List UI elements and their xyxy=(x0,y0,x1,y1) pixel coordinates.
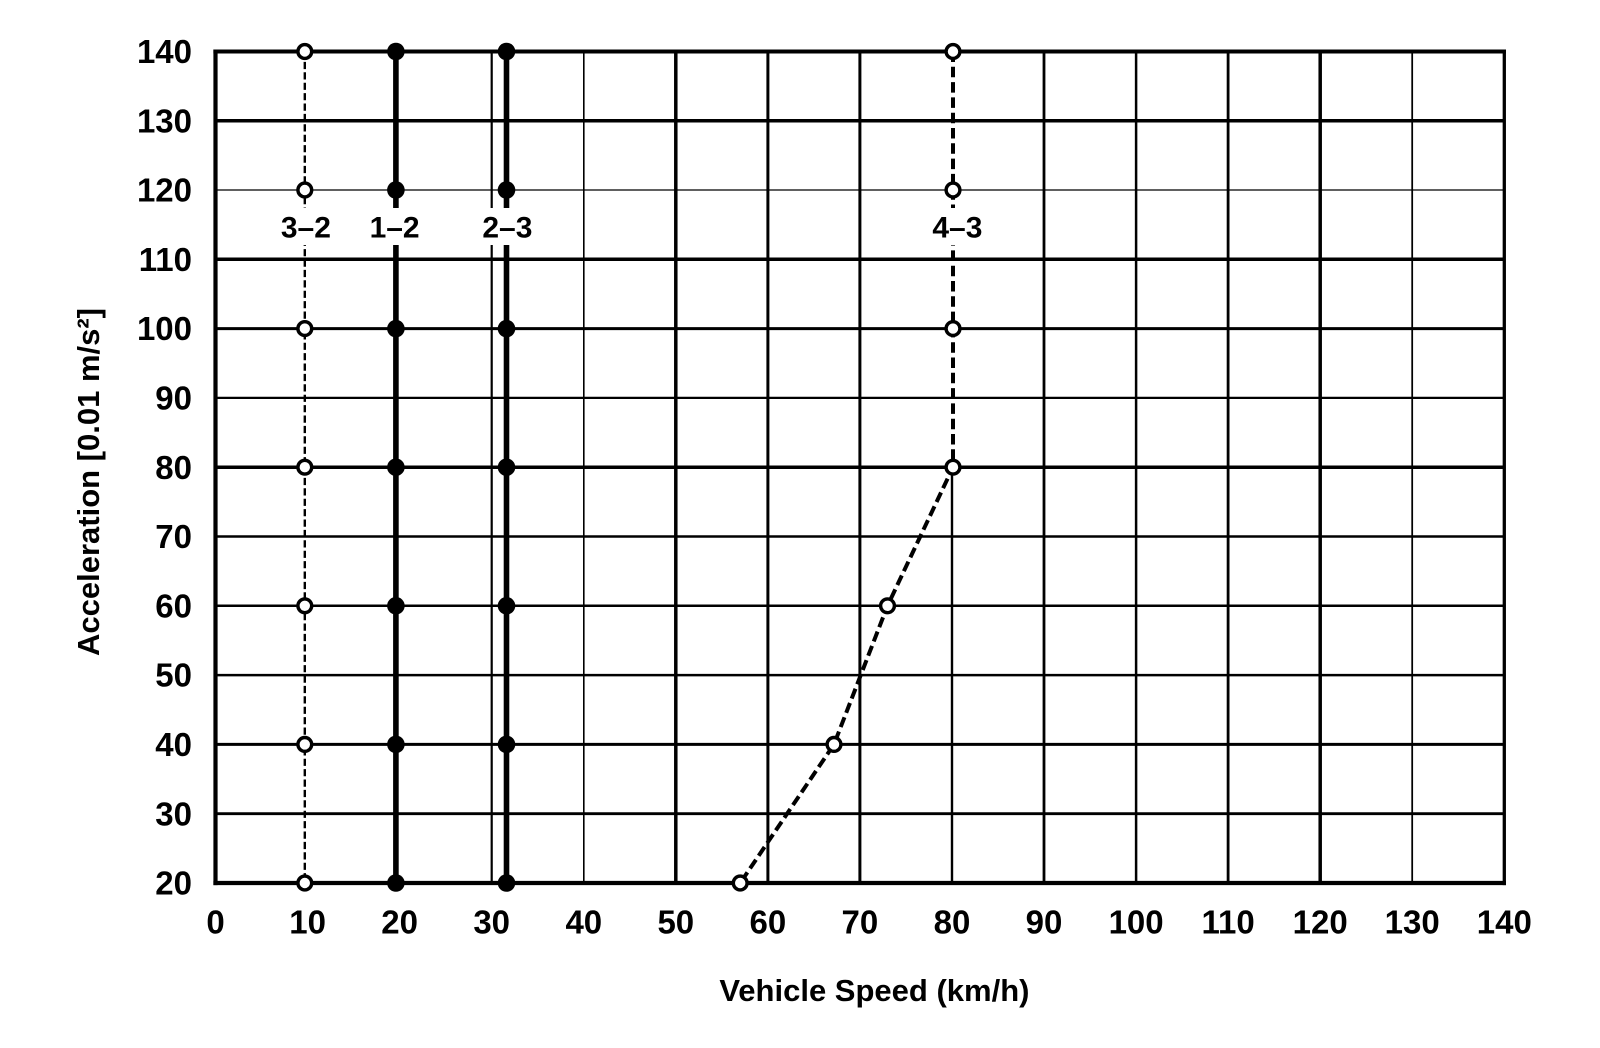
svg-text:30: 30 xyxy=(155,795,192,832)
svg-text:120: 120 xyxy=(1293,903,1348,940)
svg-text:20: 20 xyxy=(155,865,192,902)
svg-text:20: 20 xyxy=(381,903,418,940)
svg-text:140: 140 xyxy=(137,33,192,70)
svg-text:Vehicle Speed (km/h): Vehicle Speed (km/h) xyxy=(719,973,1029,1008)
svg-text:1–2: 1–2 xyxy=(370,212,420,245)
svg-text:130: 130 xyxy=(137,102,192,139)
svg-text:50: 50 xyxy=(155,657,192,694)
svg-text:0: 0 xyxy=(206,903,224,940)
svg-text:60: 60 xyxy=(155,587,192,624)
svg-text:80: 80 xyxy=(934,903,971,940)
svg-text:130: 130 xyxy=(1385,903,1440,940)
svg-text:60: 60 xyxy=(750,903,787,940)
svg-text:90: 90 xyxy=(1026,903,1063,940)
svg-text:90: 90 xyxy=(155,380,192,417)
svg-text:80: 80 xyxy=(155,449,192,486)
svg-text:10: 10 xyxy=(289,903,326,940)
svg-text:100: 100 xyxy=(137,310,192,347)
svg-text:4–3: 4–3 xyxy=(932,212,982,245)
svg-text:70: 70 xyxy=(842,903,879,940)
svg-text:120: 120 xyxy=(137,172,192,209)
svg-text:110: 110 xyxy=(139,241,192,278)
svg-text:Acceleration [0.01 m/s²]: Acceleration [0.01 m/s²] xyxy=(71,308,106,656)
svg-text:40: 40 xyxy=(155,726,192,763)
svg-text:3–2: 3–2 xyxy=(281,212,331,245)
svg-text:70: 70 xyxy=(155,518,192,555)
svg-text:30: 30 xyxy=(473,903,510,940)
svg-text:140: 140 xyxy=(1477,903,1532,940)
svg-text:2–3: 2–3 xyxy=(482,212,532,245)
svg-text:110: 110 xyxy=(1201,903,1254,940)
svg-text:50: 50 xyxy=(657,903,694,940)
svg-text:40: 40 xyxy=(565,903,602,940)
svg-text:100: 100 xyxy=(1109,903,1164,940)
